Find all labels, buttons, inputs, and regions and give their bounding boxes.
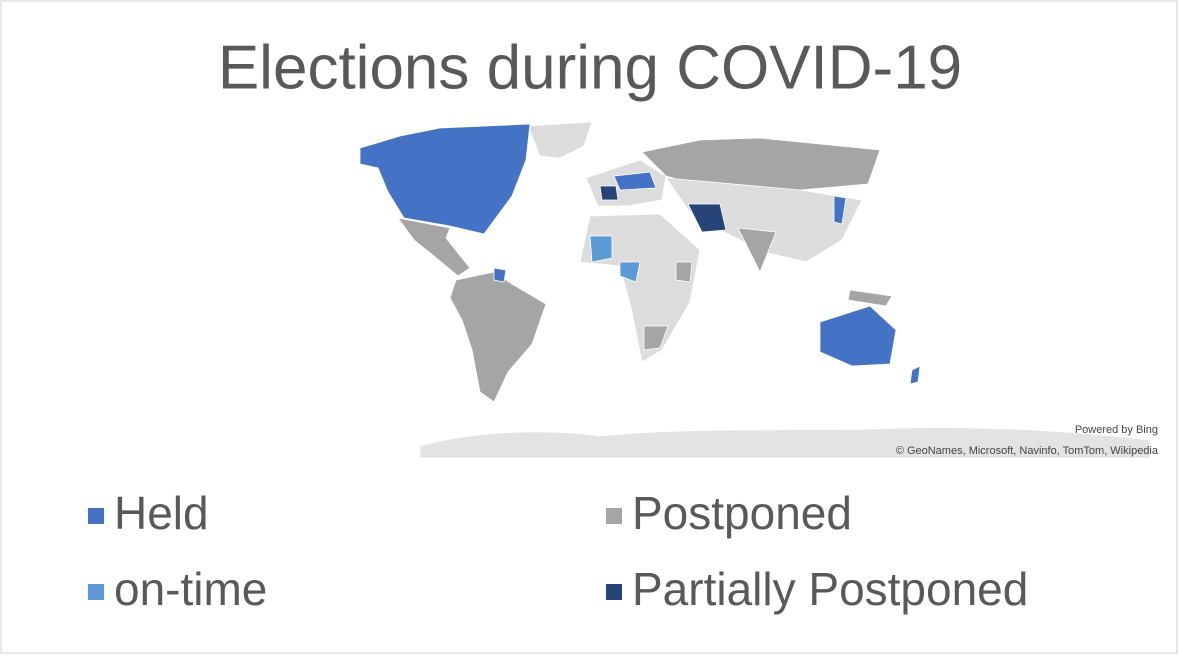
france bbox=[599, 185, 619, 201]
north-america bbox=[359, 123, 531, 235]
title: Elections during COVID-19 bbox=[218, 33, 962, 102]
greenland bbox=[527, 121, 593, 159]
iran bbox=[687, 203, 727, 233]
ethiopia bbox=[675, 261, 693, 283]
nigeria bbox=[619, 261, 641, 283]
legend: Held Postponed on-time Partially Postpon… bbox=[88, 487, 1028, 615]
guyana bbox=[493, 267, 507, 283]
legend-label: Partially Postponed bbox=[632, 563, 1028, 615]
south-america bbox=[449, 271, 547, 403]
world-map bbox=[359, 121, 1151, 459]
central-europe bbox=[613, 171, 657, 191]
india bbox=[737, 227, 777, 273]
mexico bbox=[397, 217, 471, 277]
japan bbox=[833, 195, 847, 225]
south-africa bbox=[643, 325, 669, 351]
indonesia bbox=[847, 289, 893, 307]
legend-swatch bbox=[606, 584, 622, 600]
legend-label: on-time bbox=[114, 563, 267, 615]
legend-swatch bbox=[606, 508, 622, 524]
legend-label: Postponed bbox=[632, 487, 852, 539]
australia bbox=[819, 305, 897, 367]
powered-by: Powered by Bing bbox=[1075, 424, 1158, 436]
mali bbox=[589, 235, 613, 263]
map-credits: © GeoNames, Microsoft, Navinfo, TomTom, … bbox=[896, 445, 1159, 457]
antarctica bbox=[419, 427, 1151, 459]
legend-label: Held bbox=[114, 487, 209, 539]
new-zealand bbox=[909, 365, 921, 385]
legend-swatch bbox=[88, 584, 104, 600]
legend-swatch bbox=[88, 508, 104, 524]
